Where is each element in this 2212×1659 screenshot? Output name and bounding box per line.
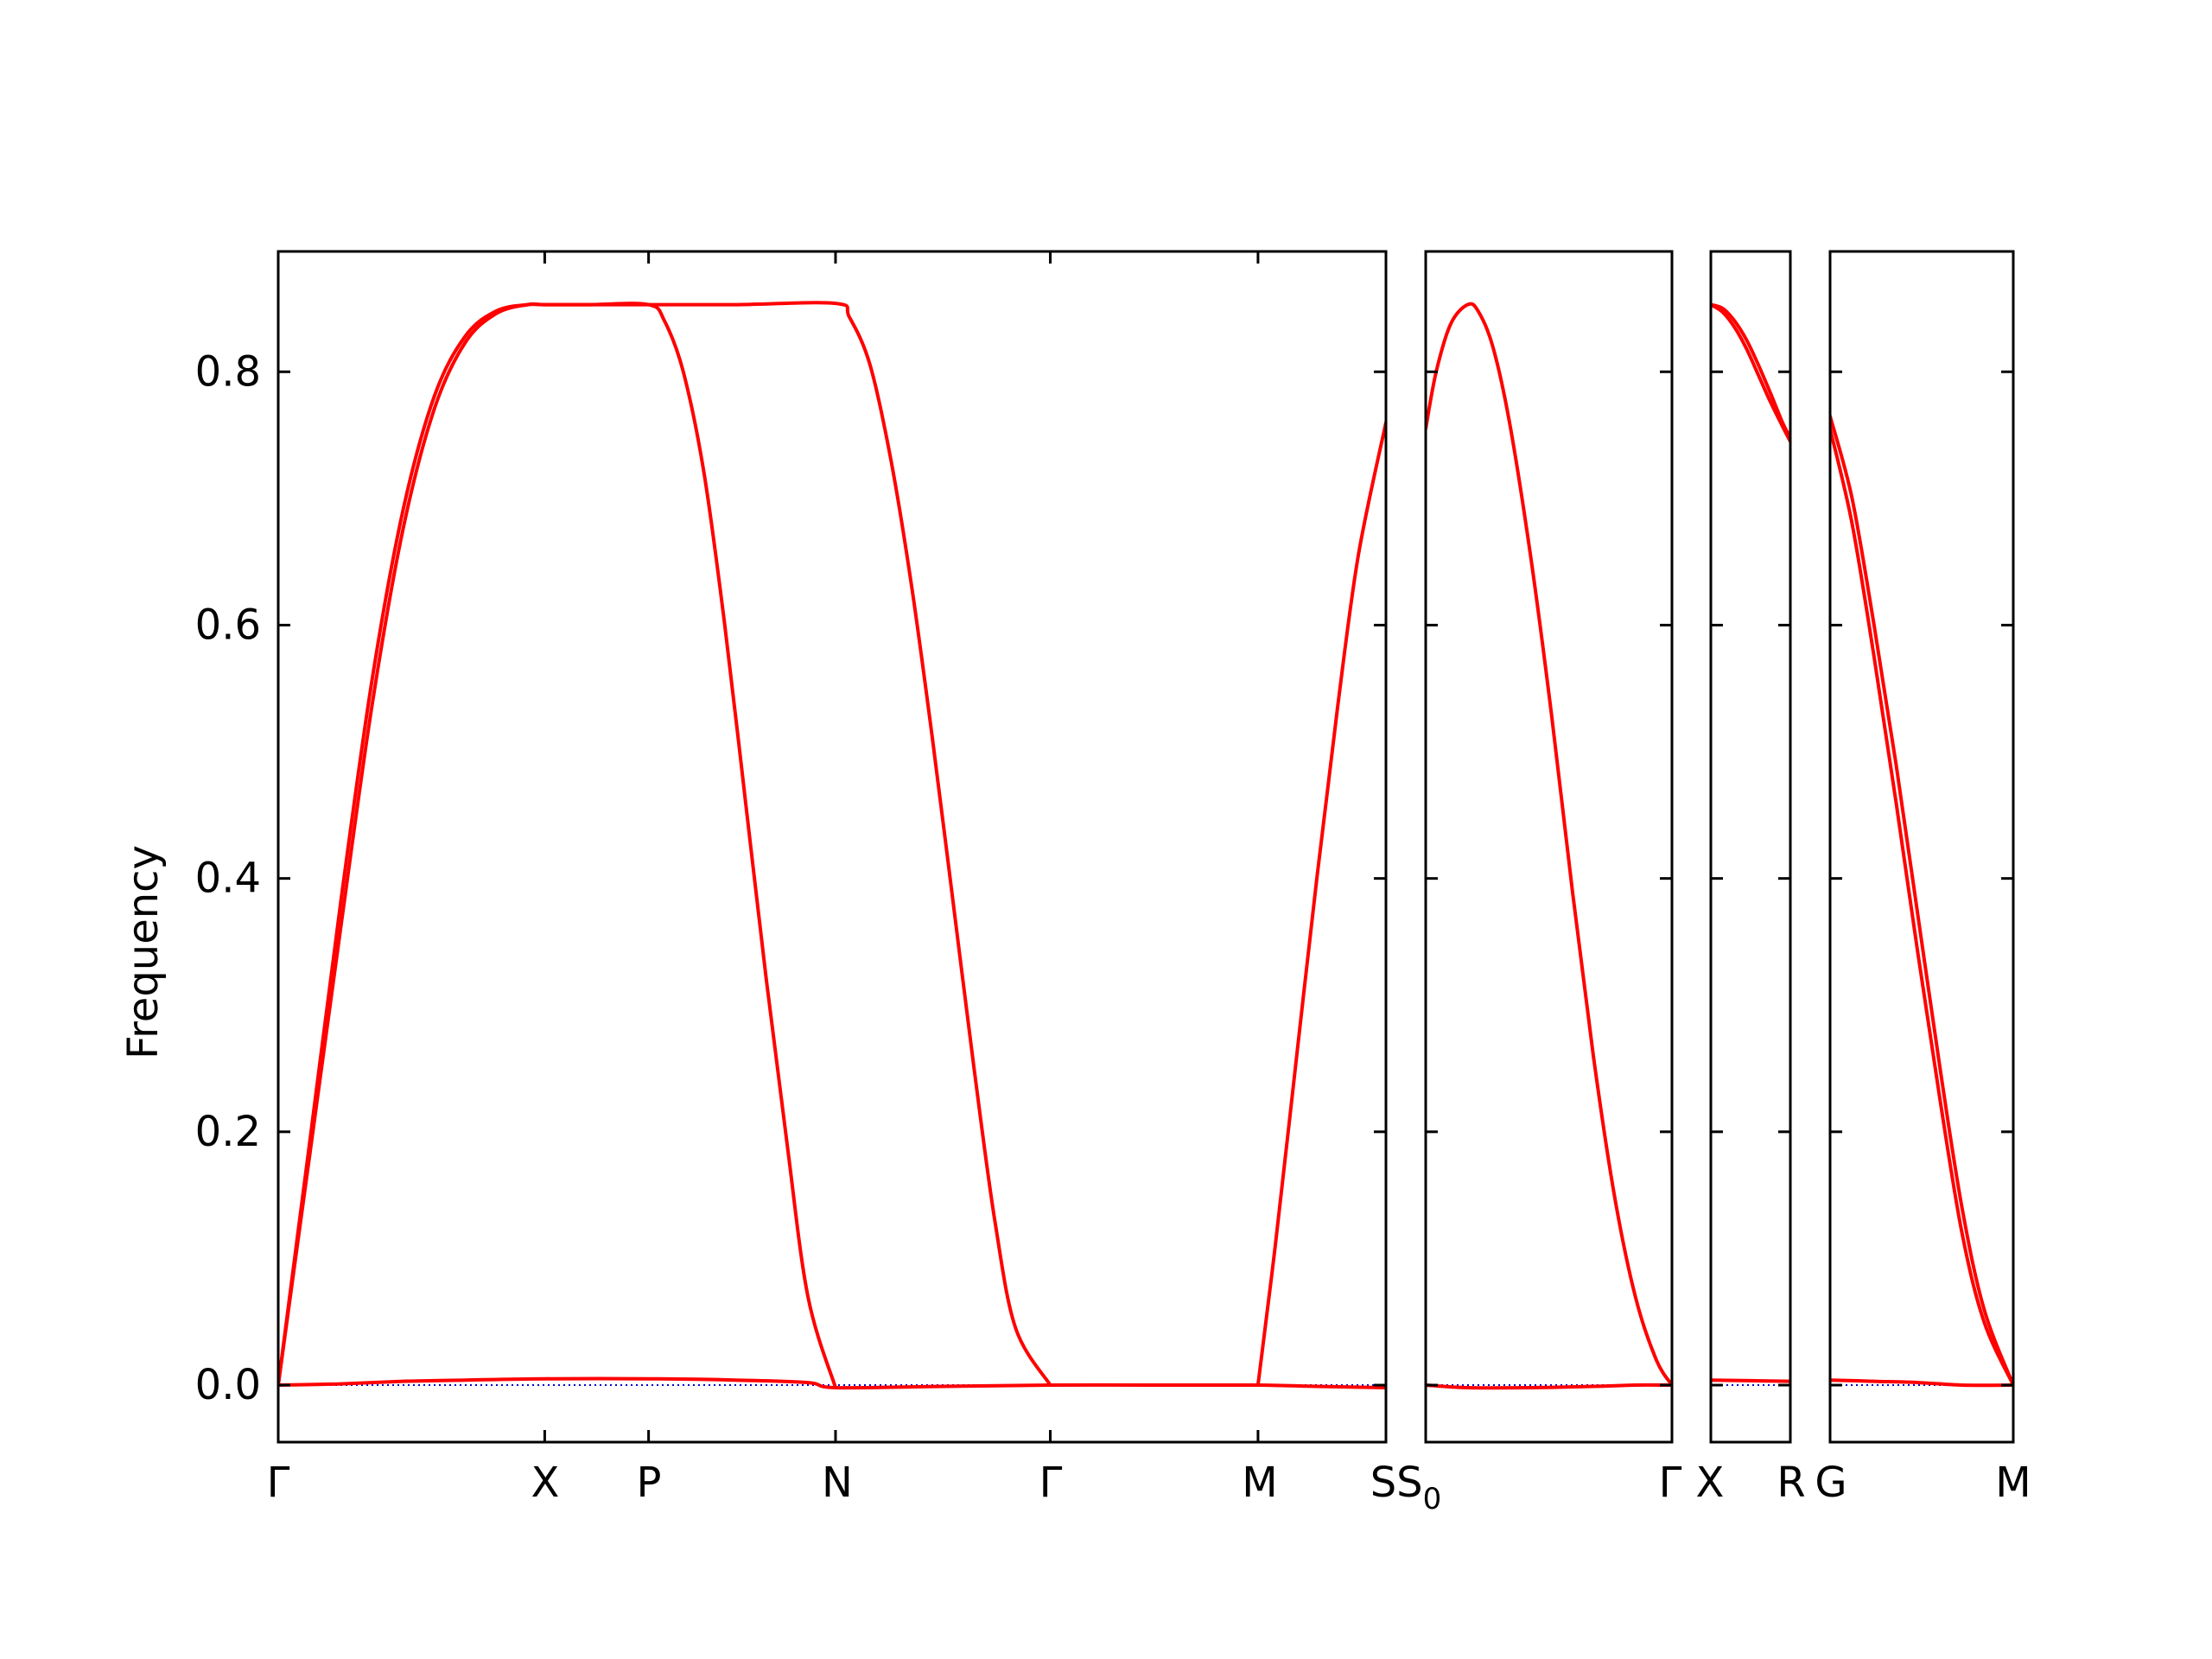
x-tick-label: X — [1696, 1459, 1725, 1507]
x-tick-label-text: SS — [1370, 1459, 1423, 1507]
x-tick-label-text: Γ — [1039, 1459, 1063, 1507]
x-tick-label-subscript: 0 — [1423, 1482, 1442, 1516]
band-line — [1711, 302, 1790, 440]
y-tick-label: 0.4 — [195, 855, 261, 903]
band-line — [1711, 1378, 1790, 1383]
x-tick-label: R — [1777, 1459, 1805, 1507]
panel-frame — [1424, 250, 1674, 1444]
x-tick-label-text: P — [637, 1459, 662, 1507]
bands-layer — [278, 301, 2013, 1390]
x-tick-label-text: Γ — [267, 1459, 290, 1507]
x-axis-labels: Γ X P N Γ M SS0 Γ X R G M — [267, 1459, 2031, 1516]
y-tick-label: 0.2 — [195, 1108, 261, 1156]
y-tick-label: 0.8 — [195, 347, 261, 396]
panel-3-plot-area — [1711, 302, 1790, 1387]
band-line — [1830, 427, 2013, 1387]
x-tick-label: Γ — [267, 1459, 290, 1507]
x-tick-label: Γ — [1659, 1459, 1682, 1507]
x-tick-label-text: M — [1995, 1459, 2031, 1507]
x-tick-label-text: Γ — [1659, 1459, 1682, 1507]
panel-frame — [1828, 250, 2015, 1444]
band-line — [1830, 414, 2013, 1387]
band-line — [278, 302, 837, 1389]
band-line — [1711, 302, 1790, 443]
x-tick-label-text: X — [1696, 1459, 1725, 1507]
band-line — [1426, 302, 1672, 1387]
x-tick-label: P — [637, 1459, 662, 1507]
x-tick-label: N — [822, 1459, 853, 1507]
x-tick-label-text: M — [1242, 1459, 1277, 1507]
band-line — [1255, 420, 1386, 1387]
x-tick-label: X — [531, 1459, 560, 1507]
y-axis: 0.0 0.2 0.4 0.6 0.8 — [195, 347, 261, 1409]
panel-1-plot-area — [278, 301, 1386, 1390]
band-line — [1426, 1382, 1672, 1390]
x-tick-label-text: X — [531, 1459, 560, 1507]
band-line — [278, 301, 1052, 1387]
panel-4-plot-area — [1830, 414, 2013, 1388]
x-tick-label: SS0 — [1370, 1459, 1442, 1516]
x-tick-label: M — [1995, 1459, 2031, 1507]
panel-frame — [1709, 250, 1792, 1444]
x-tick-label-text: R — [1777, 1459, 1805, 1507]
x-tick-label-text: N — [822, 1459, 853, 1507]
x-tick-label: M — [1242, 1459, 1277, 1507]
panel-2-plot-area — [1426, 302, 1672, 1390]
x-tick-label: Γ — [1039, 1459, 1063, 1507]
panel-frame — [276, 250, 1388, 1444]
frames-layer — [276, 250, 2015, 1444]
band-line — [1830, 1378, 2013, 1388]
x-tick-label: G — [1815, 1459, 1847, 1507]
y-axis-label: Frequency — [119, 845, 168, 1059]
band-line — [278, 1376, 1386, 1390]
x-tick-label-text: G — [1815, 1459, 1847, 1507]
y-tick-label: 0.6 — [195, 601, 261, 649]
y-tick-label: 0.0 — [195, 1361, 261, 1409]
